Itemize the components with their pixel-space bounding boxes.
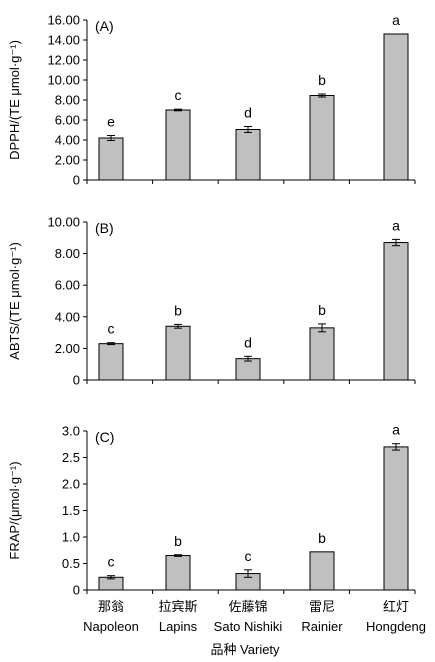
category-label-zh: 雷尼	[309, 599, 335, 614]
panel-c-significance-letter: b	[318, 530, 326, 546]
panel-c-bar	[309, 551, 335, 591]
panel-b-significance-letter: b	[318, 302, 326, 318]
panel-c-y-tick-label: 2.0	[62, 477, 80, 492]
panel-a-bar	[165, 109, 191, 181]
panel-b-significance-letter: b	[174, 302, 182, 318]
panel-b-bar	[383, 242, 409, 381]
category-label-zh: 拉宾斯	[158, 599, 197, 614]
panel-c-y-tick-label: 0.5	[62, 556, 80, 571]
panel-a-y-tick-label: 10.00	[47, 73, 80, 88]
panel-b-bar	[309, 327, 335, 381]
category-label-en: Napoleon	[83, 619, 139, 634]
panel-a-significance-letter: c	[175, 87, 182, 103]
panel-c-significance-letter: b	[174, 533, 182, 549]
panel-a-significance-letter: e	[107, 114, 115, 130]
panel-b-y-tick-label: 0	[73, 373, 80, 388]
category-label-zh: 红灯	[383, 599, 409, 614]
panel-b-y-tick-label: 6.00	[55, 278, 80, 293]
panel-a-bar	[309, 95, 335, 181]
panel-c-significance-letter: c	[245, 548, 252, 564]
panel-b-bar	[98, 343, 124, 381]
panel-c-significance-letter: a	[392, 422, 400, 438]
panel-b-significance-letter: c	[108, 321, 115, 337]
panel-c-y-tick-label: 1.5	[62, 503, 80, 518]
panel-a-bar	[98, 137, 124, 181]
panel-c-bar	[165, 555, 191, 591]
panel-c-y-tick-label: 1.0	[62, 530, 80, 545]
panel-a-bar	[383, 33, 409, 181]
category-label-en: Hongdeng	[366, 619, 426, 634]
panel-b-y-tick-label: 2.00	[55, 341, 80, 356]
panel-a-y-tick-label: 16.00	[47, 13, 80, 28]
panel-a-y-title: DPPH/(TE μmol·g⁻¹)	[7, 40, 22, 160]
category-label-zh: 那翁	[98, 599, 124, 614]
panel-b-label: (B)	[95, 220, 114, 236]
category-label-en: Lapins	[159, 619, 198, 634]
panel-b-y-title: ABTS/(TE μmol·g⁻¹)	[7, 242, 22, 360]
category-label-en: Sato Nishiki	[214, 619, 283, 634]
panel-a-label: (A)	[95, 18, 114, 34]
panel-b-y-tick-label: 10.00	[47, 215, 80, 230]
panel-a-y-tick-label: 2.00	[55, 153, 80, 168]
panel-a-y-tick-label: 8.00	[55, 93, 80, 108]
panel-b-bar	[235, 358, 261, 381]
panel-a-y-tick-label: 6.00	[55, 113, 80, 128]
x-axis-title: 品种 Variety	[210, 642, 280, 657]
panel-b-y-tick-label: 4.00	[55, 309, 80, 324]
panel-b-bar	[165, 325, 191, 381]
panel-a-bar	[235, 129, 261, 181]
panel-b-significance-letter: a	[392, 217, 400, 233]
panel-c-significance-letter: c	[108, 554, 115, 570]
panel-c-y-title: FRAP/(μmol·g⁻¹)	[7, 461, 22, 559]
panel-a-significance-letter: a	[392, 12, 400, 28]
category-label-zh: 佐藤锦	[228, 599, 267, 614]
panel-c-y-tick-label: 0	[73, 583, 80, 598]
panel-a-y-tick-label: 0	[73, 173, 80, 188]
panel-a-y-tick-label: 14.00	[47, 33, 80, 48]
panel-c-y-tick-label: 2.5	[62, 450, 80, 465]
panel-b-y-tick-label: 8.00	[55, 246, 80, 261]
panel-c-y-tick-label: 3.0	[62, 424, 80, 439]
category-label-en: Rainier	[301, 619, 343, 634]
panel-a-y-tick-label: 12.00	[47, 53, 80, 68]
panel-a-y-tick-label: 4.00	[55, 133, 80, 148]
panel-c-label: (C)	[95, 429, 114, 445]
panel-a-significance-letter: b	[318, 72, 326, 88]
panel-a-significance-letter: d	[244, 105, 252, 121]
panel-c-bar	[383, 446, 409, 591]
panel-b-significance-letter: d	[244, 334, 252, 350]
